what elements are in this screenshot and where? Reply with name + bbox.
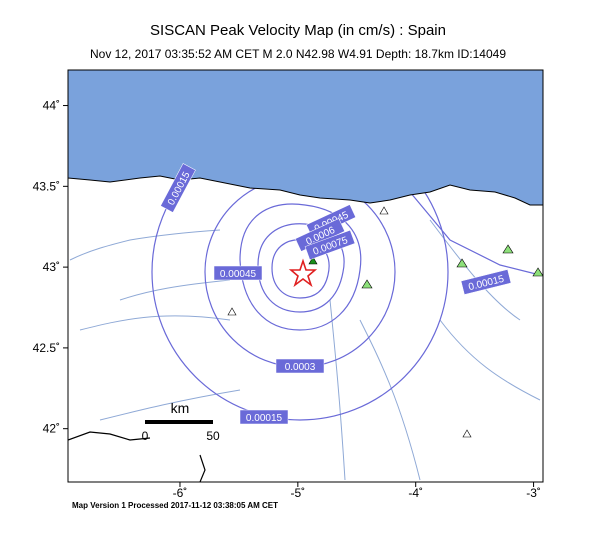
y-tick-label: 43˚ bbox=[43, 260, 60, 274]
footer: Map Version 1 Processed 2017-11-12 03:38… bbox=[72, 501, 278, 510]
stations bbox=[227, 206, 543, 438]
title: SISCAN Peak Velocity Map (in cm/s) : Spa… bbox=[150, 22, 446, 39]
contour-label-text: 0.0003 bbox=[285, 362, 316, 373]
y-tick-label: 42˚ bbox=[43, 422, 60, 436]
y-tick-label: 42.5˚ bbox=[33, 341, 60, 355]
contour-label: 0.00015 bbox=[239, 409, 289, 425]
contour-label-box bbox=[460, 269, 512, 295]
scale-bar-rect bbox=[145, 420, 213, 424]
x-tick-label: -4˚ bbox=[408, 486, 423, 500]
x-tick-label: -6˚ bbox=[173, 486, 188, 500]
x-tick-label: -5˚ bbox=[291, 486, 306, 500]
contour-label-box bbox=[275, 358, 325, 374]
contour-label: 0.0003 bbox=[275, 358, 325, 374]
y-tick-label: 43.5˚ bbox=[33, 179, 60, 193]
border bbox=[68, 431, 206, 482]
contour-label-text: 0.00015 bbox=[246, 413, 283, 424]
frame bbox=[67, 69, 544, 483]
scale-unit: km bbox=[171, 400, 190, 416]
contour-label-box bbox=[160, 163, 196, 213]
scale-label: 0 bbox=[142, 429, 149, 443]
epicenter bbox=[288, 258, 318, 288]
map-area bbox=[68, 70, 543, 482]
contour-label-box bbox=[304, 229, 356, 261]
contour-label: 0.00045 bbox=[213, 265, 263, 281]
contour-label-text: 0.00045 bbox=[220, 269, 257, 280]
subtitle: Nov 12, 2017 03:35:52 AM CET M 2.0 N42.9… bbox=[90, 47, 506, 61]
contour-label-box bbox=[239, 409, 289, 425]
x-tick-label: -3˚ bbox=[526, 486, 541, 500]
scale-bar: km 0 50 bbox=[142, 400, 220, 443]
y-tick-label: 44˚ bbox=[43, 99, 60, 113]
scale-label: 50 bbox=[206, 429, 220, 443]
contour-label-box bbox=[213, 265, 263, 281]
